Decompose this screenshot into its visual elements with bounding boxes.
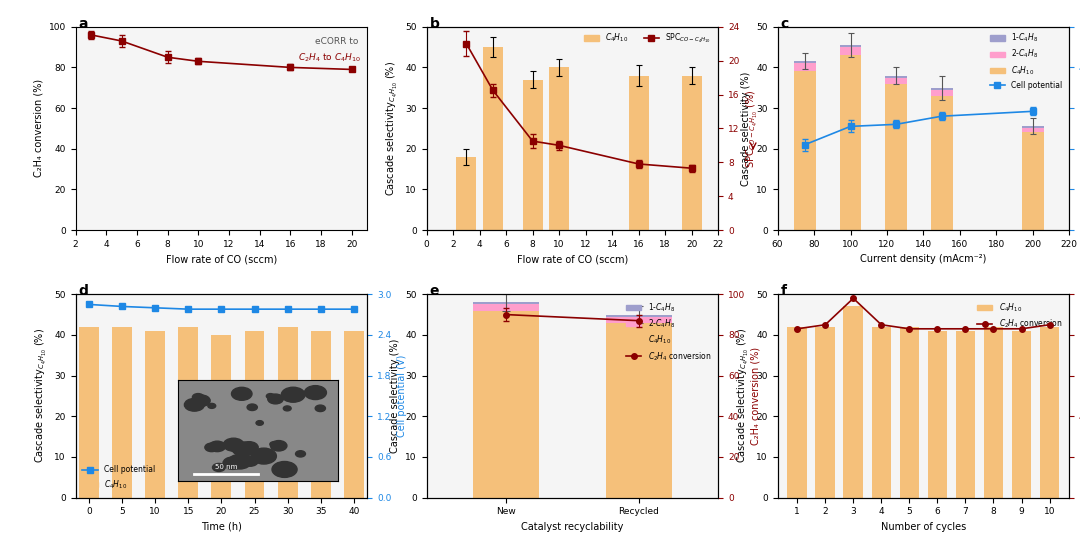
Bar bbox=[931, 96, 953, 230]
Text: eCORR to: eCORR to bbox=[315, 37, 362, 46]
Y-axis label: Cascade selectivity (%): Cascade selectivity (%) bbox=[390, 339, 400, 453]
Text: d: d bbox=[79, 284, 89, 298]
Bar bbox=[815, 327, 835, 498]
Y-axis label: Cascade selectivity$_{C_4H_{10}}$ (%): Cascade selectivity$_{C_4H_{10}}$ (%) bbox=[735, 328, 751, 463]
Bar bbox=[794, 62, 815, 63]
Y-axis label: Cascade selectivity$_{C_4H_{10}}$ (%): Cascade selectivity$_{C_4H_{10}}$ (%) bbox=[384, 61, 400, 196]
Bar bbox=[278, 327, 298, 498]
Bar bbox=[473, 302, 539, 304]
Bar bbox=[843, 307, 863, 498]
Bar bbox=[900, 327, 919, 498]
Legend: 1-$C_4H_8$, 2-$C_4H_8$, $C_4H_{10}$, $C_2H_4$ conversion: 1-$C_4H_8$, 2-$C_4H_8$, $C_4H_{10}$, $C_… bbox=[623, 298, 714, 365]
Bar bbox=[606, 315, 672, 317]
Legend: $C_4H_{10}$, SPC$_{CO-C_4H_{10}}$: $C_4H_{10}$, SPC$_{CO-C_4H_{10}}$ bbox=[581, 28, 714, 48]
Bar bbox=[931, 90, 953, 96]
Y-axis label: SPC$_{CO-C_4H_{10}}$ (%): SPC$_{CO-C_4H_{10}}$ (%) bbox=[745, 89, 760, 167]
Bar bbox=[178, 327, 199, 498]
Bar bbox=[872, 327, 891, 498]
Y-axis label: C₂H₄ conversion (%): C₂H₄ conversion (%) bbox=[33, 79, 43, 178]
X-axis label: Flow rate of CO (sccm): Flow rate of CO (sccm) bbox=[165, 254, 278, 264]
Bar bbox=[629, 75, 649, 230]
Bar bbox=[112, 327, 132, 498]
Bar bbox=[457, 157, 476, 230]
Y-axis label: Cascade selectivity$_{C_4H_{10}}$ (%): Cascade selectivity$_{C_4H_{10}}$ (%) bbox=[33, 328, 49, 463]
Text: e: e bbox=[430, 284, 438, 298]
Bar bbox=[473, 310, 539, 498]
Bar bbox=[956, 331, 975, 498]
Bar bbox=[79, 327, 98, 498]
X-axis label: Catalyst recyclability: Catalyst recyclability bbox=[522, 522, 623, 532]
Y-axis label: C₂H₄ conversion (%): C₂H₄ conversion (%) bbox=[751, 347, 760, 445]
Bar bbox=[794, 63, 815, 72]
Bar bbox=[311, 331, 330, 498]
Bar bbox=[886, 83, 907, 230]
Bar bbox=[145, 331, 165, 498]
Bar bbox=[483, 47, 503, 230]
Legend: Cell potential, $C_4H_{10}$: Cell potential, $C_4H_{10}$ bbox=[80, 462, 158, 494]
Bar bbox=[931, 88, 953, 90]
Bar bbox=[1022, 133, 1043, 230]
Bar bbox=[839, 45, 862, 47]
Bar bbox=[984, 327, 1003, 498]
Text: f: f bbox=[781, 284, 786, 298]
Bar bbox=[606, 323, 672, 498]
Text: a: a bbox=[79, 17, 87, 30]
X-axis label: Flow rate of CO (sccm): Flow rate of CO (sccm) bbox=[516, 254, 629, 264]
Bar bbox=[550, 67, 569, 230]
Bar bbox=[523, 80, 542, 230]
Y-axis label: Cell potential (V): Cell potential (V) bbox=[396, 355, 407, 437]
Bar bbox=[345, 331, 364, 498]
Text: $C_2H_4$ to $C_4H_{10}$: $C_2H_4$ to $C_4H_{10}$ bbox=[298, 51, 362, 64]
Bar bbox=[839, 47, 862, 55]
Text: c: c bbox=[781, 17, 788, 30]
Bar bbox=[787, 327, 807, 498]
Bar bbox=[1040, 327, 1059, 498]
Y-axis label: Cascade selectivity (%): Cascade selectivity (%) bbox=[741, 71, 751, 186]
Bar bbox=[1012, 331, 1031, 498]
X-axis label: Current density (mAcm⁻²): Current density (mAcm⁻²) bbox=[860, 254, 987, 264]
Bar bbox=[1022, 126, 1043, 128]
Bar bbox=[839, 55, 862, 230]
Bar bbox=[212, 335, 231, 498]
X-axis label: Time (h): Time (h) bbox=[201, 522, 242, 532]
Legend: 1-$C_4H_8$, 2-$C_4H_8$, $C_4H_{10}$, Cell potential: 1-$C_4H_8$, 2-$C_4H_8$, $C_4H_{10}$, Cel… bbox=[987, 28, 1065, 93]
Legend: $C_4H_{10}$, $C_2H_4$ conversion: $C_4H_{10}$, $C_2H_4$ conversion bbox=[974, 298, 1065, 333]
Bar bbox=[886, 75, 907, 78]
X-axis label: Number of cycles: Number of cycles bbox=[881, 522, 966, 532]
Bar bbox=[928, 331, 947, 498]
Bar bbox=[473, 304, 539, 310]
Bar bbox=[794, 72, 815, 230]
Bar bbox=[886, 78, 907, 83]
Bar bbox=[1022, 128, 1043, 133]
Text: b: b bbox=[430, 17, 440, 30]
Bar bbox=[244, 331, 265, 498]
Bar bbox=[681, 75, 702, 230]
Bar bbox=[606, 317, 672, 323]
